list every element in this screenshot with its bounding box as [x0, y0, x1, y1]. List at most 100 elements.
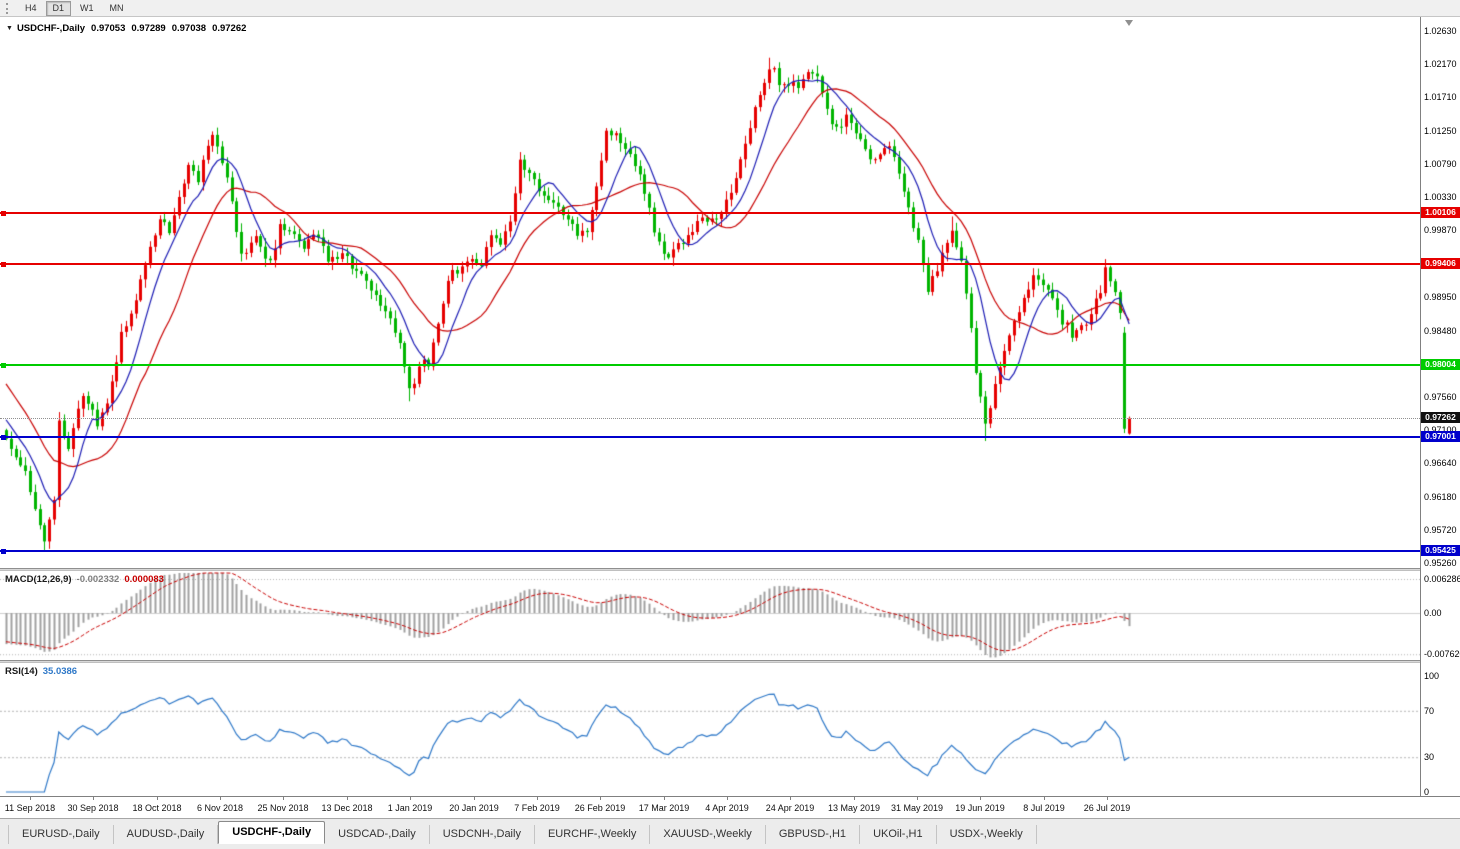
macd-canvas[interactable]	[0, 571, 1420, 660]
price-tick: 1.02170	[1424, 59, 1457, 70]
ohlc-close: 0.97262	[212, 23, 247, 34]
price-badge-resistance-lower: 0.99406	[1421, 257, 1460, 269]
date-label: 26 Jul 2019	[1083, 803, 1131, 813]
price-tick: 0.95720	[1424, 524, 1457, 535]
timeframe-toolbar: H4 D1 W1 MN	[0, 0, 1460, 17]
tab-ukoil-h1[interactable]: UKOil-,H1	[860, 824, 937, 844]
date-label: 26 Feb 2019	[574, 803, 626, 813]
date-tick	[157, 797, 158, 800]
rsi-axis-label: 70	[1424, 705, 1435, 716]
rsi-indicator-label: RSI(14) 35.0386	[5, 666, 77, 677]
price-canvas[interactable]	[0, 17, 1420, 568]
rsi-canvas[interactable]	[0, 663, 1420, 796]
date-tick	[30, 797, 31, 800]
date-tick	[410, 797, 411, 800]
date-label: 25 Nov 2018	[257, 803, 309, 813]
date-label: 7 Feb 2019	[514, 803, 560, 813]
tab-usdcad-daily[interactable]: USDCAD-,Daily	[325, 824, 430, 844]
price-tick: 1.01710	[1424, 92, 1457, 103]
rsi-axis-label: 0	[1424, 787, 1430, 797]
ohlc-open: 0.97053	[91, 23, 126, 34]
ohlc-high: 0.97289	[131, 23, 166, 34]
price-tick: 1.02630	[1424, 26, 1457, 36]
tab-audusd-daily[interactable]: AUDUSD-,Daily	[114, 824, 219, 844]
date-label: 1 Jan 2019	[387, 803, 433, 813]
price-tick: 0.96640	[1424, 458, 1457, 469]
price-tick: 0.95260	[1424, 558, 1457, 568]
date-label: 8 Jul 2019	[1023, 803, 1065, 813]
price-badge-resistance-upper: 1.00106	[1421, 207, 1460, 219]
date-tick	[727, 797, 728, 800]
pane-splitter-macd[interactable]	[0, 568, 1460, 571]
date-tick	[474, 797, 475, 800]
date-label: 30 Sep 2018	[67, 803, 119, 813]
date-label: 18 Oct 2018	[132, 803, 182, 813]
macd-signal-value: 0.000083	[124, 574, 164, 585]
tab-eurchf-weekly[interactable]: EURCHF-,Weekly	[535, 824, 651, 844]
tab-xauusd-weekly[interactable]: XAUUSD-,Weekly	[650, 824, 766, 844]
date-label: 13 Dec 2018	[321, 803, 373, 813]
tab-usdcnh-daily[interactable]: USDCNH-,Daily	[430, 824, 535, 844]
tab-usdchf-daily[interactable]: USDCHF-,Daily	[218, 820, 326, 844]
last-price-badge: 0.97262	[1421, 412, 1460, 424]
ohlc-low: 0.97038	[171, 23, 207, 34]
rsi-axis-label: 30	[1424, 752, 1435, 763]
tab-gbpusd-h1[interactable]: GBPUSD-,H1	[766, 824, 861, 844]
price-tick: 0.96180	[1424, 491, 1457, 502]
macd-axis-label: 0.00	[1424, 608, 1442, 618]
date-label: 31 May 2019	[890, 803, 944, 813]
date-label: 19 Jun 2019	[955, 803, 1005, 813]
date-axis: 11 Sep 2018 30 Sep 2018 18 Oct 2018 6 Nov 2…	[0, 796, 1460, 818]
price-tick: 0.98480	[1424, 325, 1457, 336]
date-tick	[283, 797, 284, 800]
tab-eurusd-daily[interactable]: EURUSD-,Daily	[8, 824, 114, 844]
date-tick	[347, 797, 348, 800]
price-tick: 1.01250	[1424, 125, 1457, 136]
timeframe-buttons: H4 D1 W1 MN	[18, 0, 133, 16]
rsi-axis-label: 100	[1424, 671, 1440, 681]
date-tick	[854, 797, 855, 800]
date-tick	[1044, 797, 1045, 800]
price-badge-support-blue-lower: 0.95425	[1421, 545, 1460, 557]
timeframe-button-w1[interactable]: W1	[80, 2, 94, 13]
price-badge-support-blue-upper: 0.97001	[1421, 431, 1460, 443]
date-label: 20 Jan 2019	[449, 803, 499, 813]
date-tick	[917, 797, 918, 800]
toolbar-grip-icon[interactable]	[6, 2, 9, 14]
price-tick: 0.98950	[1424, 291, 1457, 302]
pane-splitter-rsi[interactable]	[0, 660, 1460, 663]
date-tick	[980, 797, 981, 800]
price-axis: 1.02630 1.02170 1.01710 1.01250 1.00790 1.003…	[1420, 17, 1460, 797]
chart-shift-marker[interactable]	[1125, 20, 1133, 26]
date-label: 4 Apr 2019	[705, 803, 749, 813]
date-tick	[664, 797, 665, 800]
price-tick: 0.97560	[1424, 391, 1457, 402]
date-label: 24 Apr 2019	[765, 803, 815, 813]
rsi-name: RSI(14)	[5, 666, 38, 677]
timeframe-button-d1[interactable]: D1	[45, 0, 72, 16]
macd-indicator-label: MACD(12,26,9) -0.002332 0.000083	[5, 574, 164, 585]
date-label: 11 Sep 2018	[4, 803, 56, 813]
date-label: 13 May 2019	[827, 803, 881, 813]
chart-window: ▼ USDCHF-,Daily 0.97053 0.97289 0.97038 0.972…	[0, 17, 1460, 818]
tab-usdx-weekly[interactable]: USDX-,Weekly	[937, 824, 1037, 844]
timeframe-button-h4[interactable]: H4	[25, 2, 37, 13]
price-tick: 1.00330	[1424, 192, 1457, 203]
rsi-value: 35.0386	[42, 666, 78, 677]
chart-tabs-bar: EURUSD-,Daily AUDUSD-,Daily USDCHF-,Daily U…	[0, 818, 1460, 849]
chart-ohlc-header: ▼ USDCHF-,Daily 0.97053 0.97289 0.97038 0.972…	[6, 23, 246, 34]
price-tick: 1.00790	[1424, 158, 1457, 169]
timeframe-button-mn[interactable]: MN	[109, 2, 124, 13]
price-tick: 0.97100	[1424, 425, 1457, 436]
date-label: 6 Nov 2018	[196, 803, 244, 813]
date-tick	[93, 797, 94, 800]
symbol-period-label: USDCHF-,Daily	[16, 23, 86, 34]
date-tick	[790, 797, 791, 800]
date-tick	[1107, 797, 1108, 800]
date-tick	[600, 797, 601, 800]
collapse-toggle-icon[interactable]: ▼	[6, 25, 13, 32]
date-tick	[220, 797, 221, 800]
price-badge-support-green: 0.98004	[1421, 358, 1460, 370]
price-tick: 0.99870	[1424, 225, 1457, 236]
date-tick	[537, 797, 538, 800]
